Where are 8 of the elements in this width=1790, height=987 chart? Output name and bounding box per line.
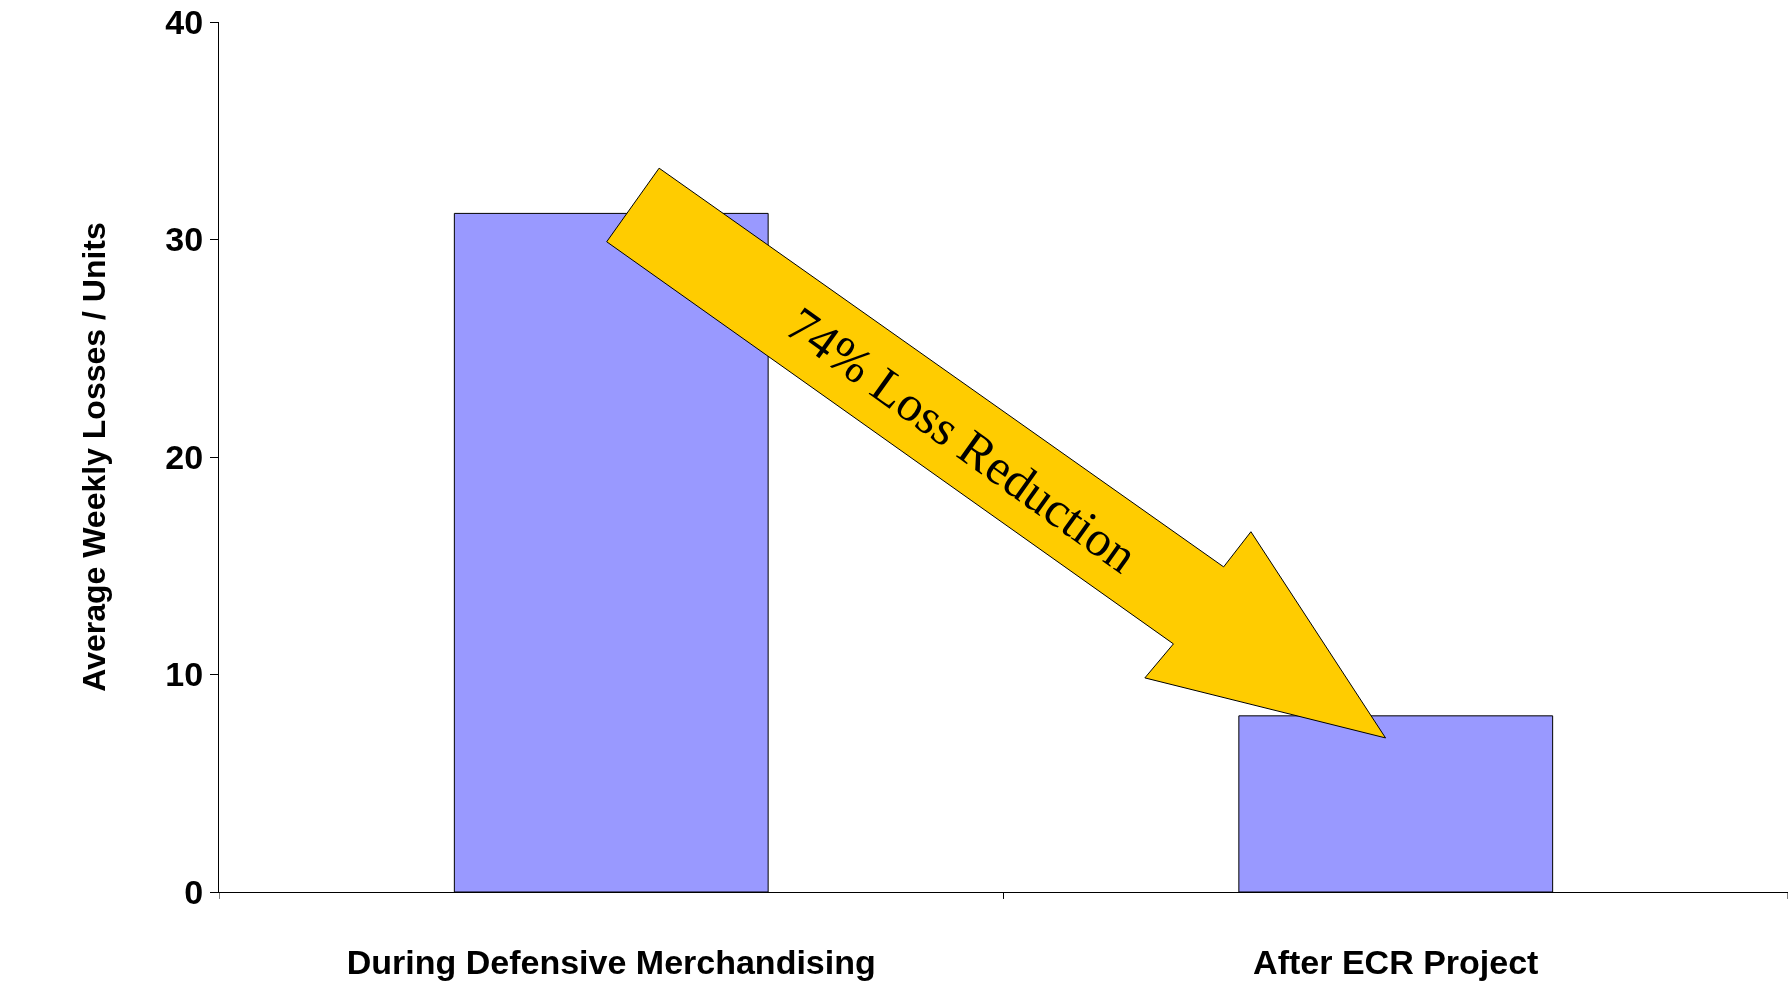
y-axis-title: Average Weekly Losses / Units [75,222,112,692]
y-tick-label: 0 [184,872,204,911]
y-tick-label: 10 [165,655,204,694]
x-tick-label: After ECR Project [1253,942,1539,981]
y-tick-label: 40 [165,2,204,41]
y-tick-label: 30 [165,220,204,259]
y-tick-label: 20 [165,437,204,476]
x-tick-label: During Defensive Merchandising [346,942,876,981]
